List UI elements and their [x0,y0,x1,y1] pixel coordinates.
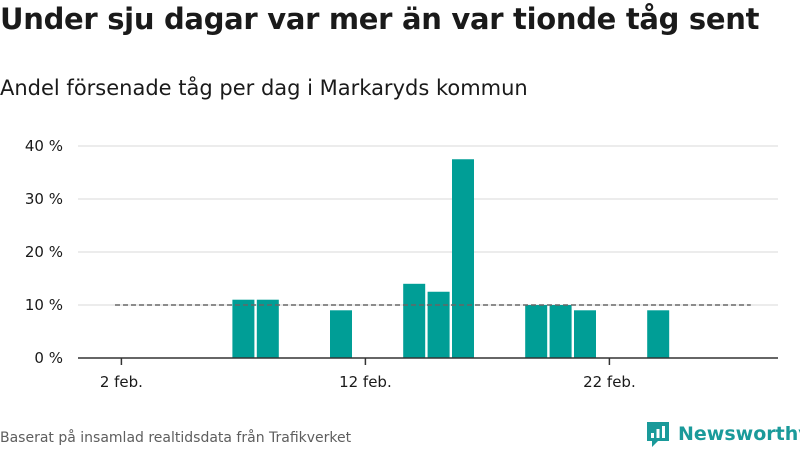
x-tick-label: 22 feb. [583,373,636,391]
bar [427,291,450,358]
y-tick-label: 0 % [34,349,63,367]
newsworthy-logo-icon [647,422,669,447]
bar [330,310,352,358]
bar [403,283,426,358]
y-tick-label: 40 % [25,137,63,155]
y-tick-label: 30 % [25,190,63,208]
bar [574,310,596,358]
x-tick-label: 2 feb. [100,373,143,391]
brand-name: Newsworthy [678,423,800,445]
source-note: Baserat på insamlad realtidsdata från Tr… [0,430,352,446]
newsworthy-logo: Newsworthy [645,420,800,448]
bar [452,159,474,358]
bar [647,310,670,358]
y-tick-label: 20 % [25,243,63,261]
x-tick-label: 12 feb. [339,373,392,391]
bar [525,305,548,358]
y-tick-label: 10 % [25,296,63,314]
chart-subtitle: Andel försenade tåg per dag i Markaryds … [0,76,528,100]
chart-title: Under sju dagar var mer än var tionde tå… [0,2,760,36]
bar [256,299,279,358]
bar [232,299,255,358]
bar [549,305,572,358]
